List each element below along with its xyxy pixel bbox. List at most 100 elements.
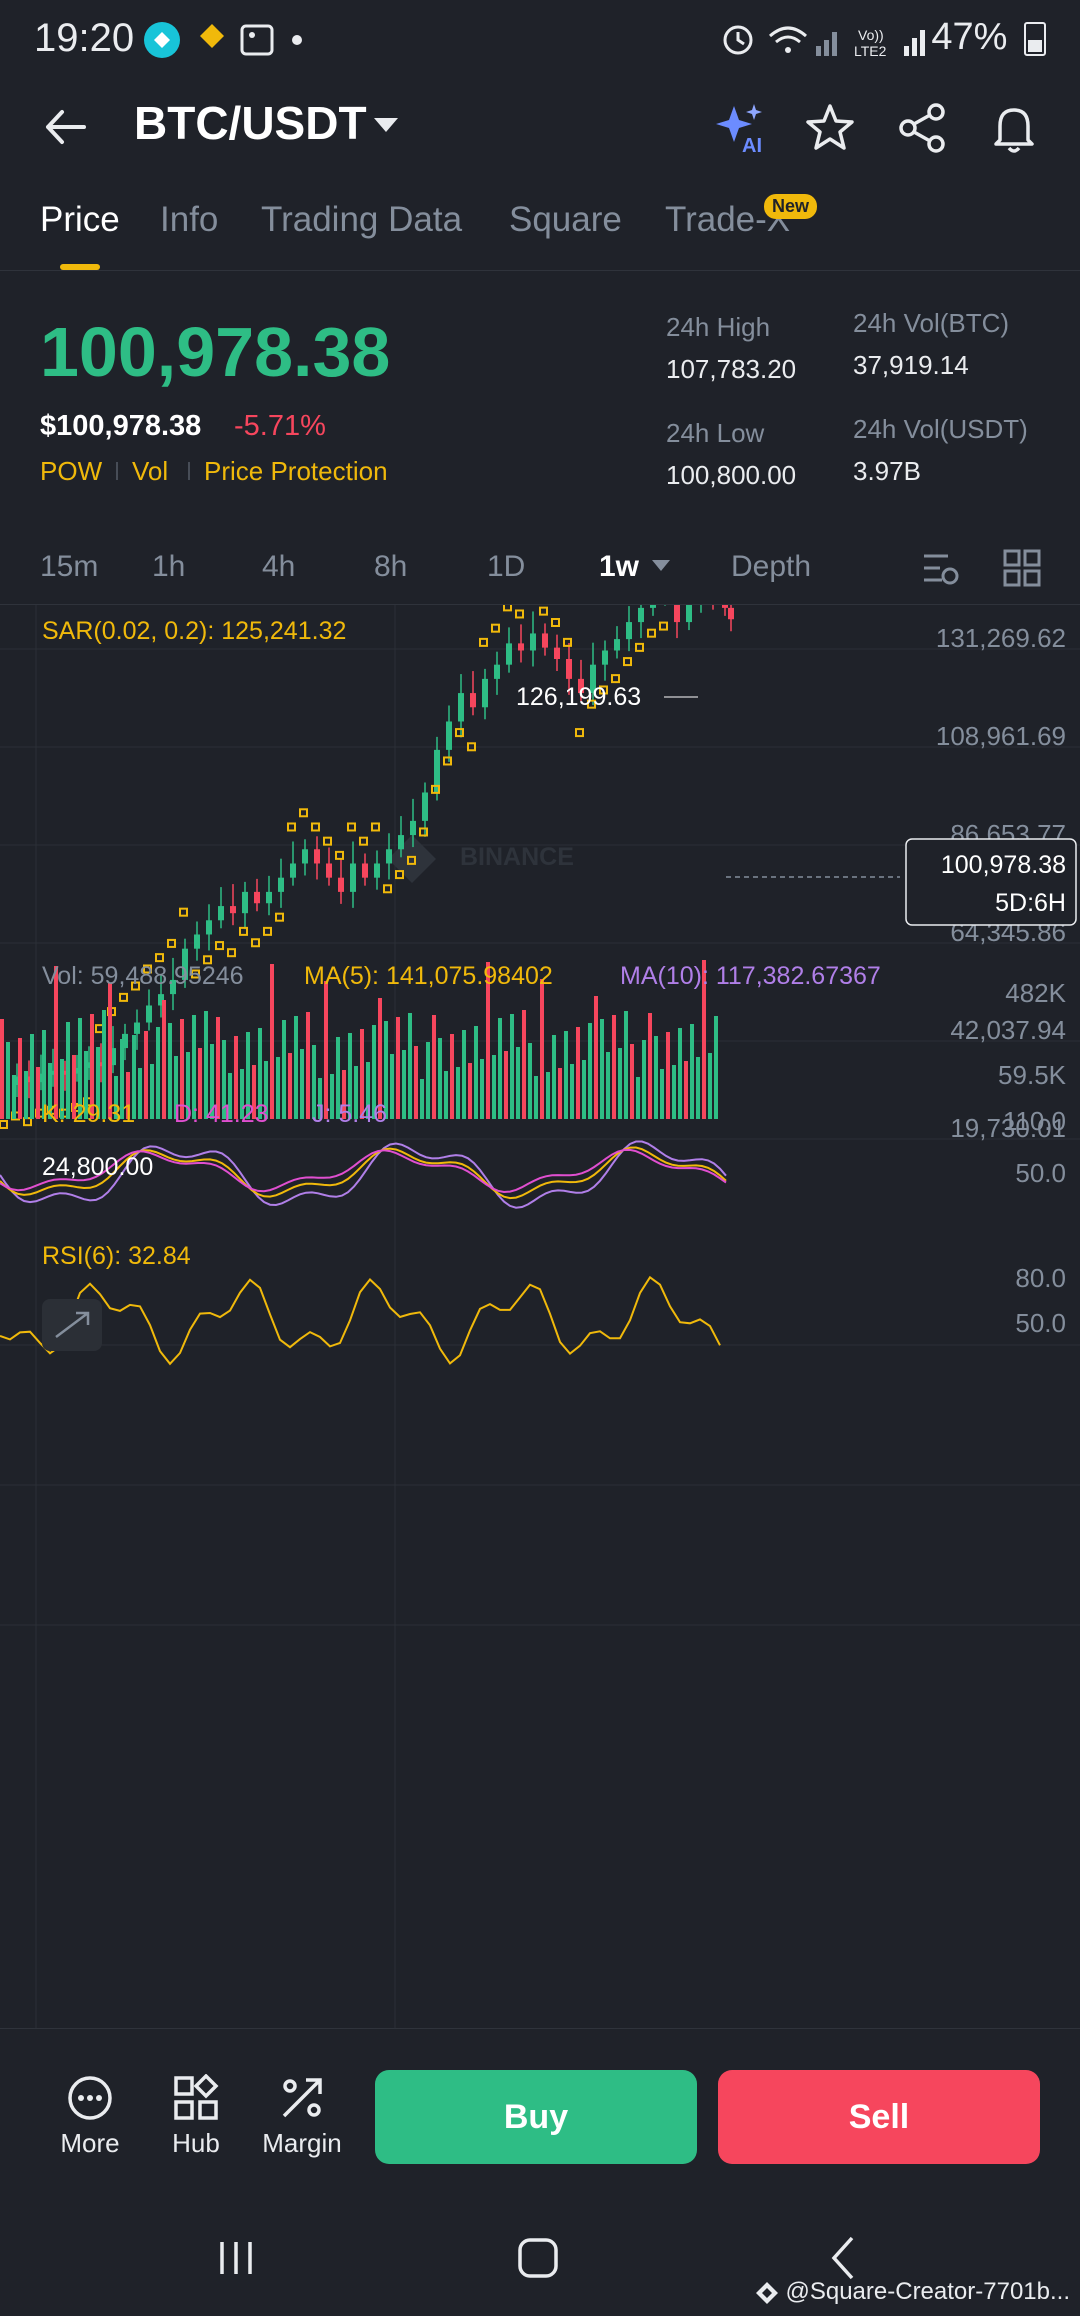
tab-trading-data[interactable]: Trading Data (261, 200, 463, 239)
kdj-axis-label: 110.0 (1003, 1106, 1066, 1136)
candle-body (554, 647, 560, 659)
interval-15m[interactable]: 15m (40, 550, 99, 583)
volume-bar (192, 1015, 196, 1119)
pair-title[interactable]: BTC/USDT (134, 97, 367, 149)
interval-1d[interactable]: 1D (487, 550, 526, 583)
sar-dot (131, 981, 140, 991)
interval-depth[interactable]: Depth (731, 550, 812, 583)
volume-bar (360, 1029, 364, 1119)
notification-icons (144, 22, 302, 58)
interval-1h[interactable]: 1h (152, 550, 186, 583)
sar-dot (515, 609, 524, 619)
grid-layout-icon[interactable] (1002, 548, 1042, 593)
chart-grid (0, 605, 1080, 2028)
candle-body (62, 1070, 68, 1075)
candle-body (458, 693, 464, 722)
more-label[interactable]: More (60, 2128, 120, 2158)
volume-bar (480, 1059, 484, 1119)
candle-body (326, 863, 332, 878)
volume-bar (540, 979, 544, 1119)
star-favorite-icon[interactable] (802, 100, 858, 156)
volume-bar (18, 1038, 22, 1119)
volume-bar (246, 1032, 250, 1119)
volume-bar (228, 1073, 232, 1119)
countdown-label: 5D:6H (995, 889, 1066, 917)
volume-bar (504, 1051, 508, 1119)
sar-dot (155, 953, 164, 963)
tag-pow[interactable]: POW (40, 456, 103, 486)
bell-alert-icon[interactable] (986, 100, 1042, 156)
volume-bar (468, 1063, 472, 1119)
sar-dot (623, 657, 632, 667)
sar-dot (455, 728, 464, 738)
back-nav-icon[interactable] (822, 2234, 866, 2287)
candle-body (134, 1022, 140, 1034)
ai-sparkle-icon[interactable]: AI (712, 100, 768, 157)
buy-button[interactable]: Buy (375, 2070, 697, 2164)
hub-label[interactable]: Hub (172, 2128, 220, 2158)
candle-body (278, 877, 284, 892)
interval-bar (0, 530, 1080, 605)
volume-bar (132, 1035, 136, 1119)
candle-body (674, 605, 680, 623)
candle-body (728, 607, 734, 620)
margin-label[interactable]: Margin (262, 2128, 342, 2158)
price-usd: $100,978.38 (40, 410, 202, 442)
chevron-down-icon[interactable] (374, 118, 398, 132)
volume-bar (42, 1030, 46, 1119)
sar-dot (143, 964, 152, 974)
candle-body (446, 721, 452, 750)
tag-vol[interactable]: Vol (132, 456, 169, 486)
recent-apps-icon[interactable] (214, 2236, 258, 2285)
volume-bar (714, 1016, 718, 1119)
ma10-label: MA(10): 117,382.67367 (620, 962, 881, 990)
volume-bar (150, 1064, 154, 1119)
sar-dot (239, 926, 248, 936)
share-icon[interactable] (894, 100, 950, 156)
sar-dot (227, 948, 236, 958)
vol-btc-label: 24h Vol(BTC) (853, 308, 1010, 338)
tag-divider (116, 462, 118, 480)
hub-icon[interactable] (172, 2073, 220, 2122)
volume-bar (654, 1036, 658, 1119)
interval-4h[interactable]: 4h (262, 550, 296, 583)
candle-body (590, 664, 596, 694)
candle-body (530, 633, 536, 651)
battery-level: 47% (931, 16, 1046, 59)
tab-info[interactable]: Info (160, 200, 219, 239)
candle-body (374, 863, 380, 878)
volume-bar (318, 1078, 322, 1119)
candlestick-chart[interactable]: BINANCE 131,269.62108,961.6986,653.7764,… (0, 605, 1080, 2028)
system-icons: Vo)) LTE2 (720, 20, 940, 67)
candles (14, 605, 734, 1099)
volume-bar (564, 1031, 568, 1119)
back-arrow-icon[interactable] (40, 102, 90, 152)
volume-bar (204, 1011, 208, 1119)
interval-8h[interactable]: 8h (374, 550, 408, 583)
candle-body (578, 678, 584, 694)
interval-dropdown-icon[interactable] (652, 560, 670, 571)
sell-button[interactable]: Sell (718, 2070, 1040, 2164)
interval-1w[interactable]: 1w (599, 550, 640, 583)
indicator-settings-icon[interactable] (920, 548, 960, 593)
volume-bar (84, 1051, 88, 1119)
sar-dot (335, 850, 344, 860)
volume-bar (270, 964, 274, 1119)
rsi-line (0, 1275, 721, 1366)
volume-bar (330, 1074, 334, 1119)
volume-bar (306, 1012, 310, 1119)
candle-body (302, 849, 308, 864)
more-icon[interactable] (66, 2074, 114, 2122)
margin-icon[interactable] (278, 2074, 326, 2122)
candle-body (362, 863, 368, 878)
volume-bar (438, 1038, 442, 1119)
candle-body (122, 1033, 128, 1049)
sar-dot (263, 926, 272, 936)
candle-body (482, 678, 488, 708)
tab-square[interactable]: Square (509, 200, 622, 239)
rsi-label: RSI(6): 32.84 (42, 1242, 191, 1270)
volume-bar (90, 1014, 94, 1119)
tag-price-protection[interactable]: Price Protection (204, 456, 388, 486)
home-icon[interactable] (514, 2234, 562, 2287)
tab-price[interactable]: Price (40, 200, 120, 239)
